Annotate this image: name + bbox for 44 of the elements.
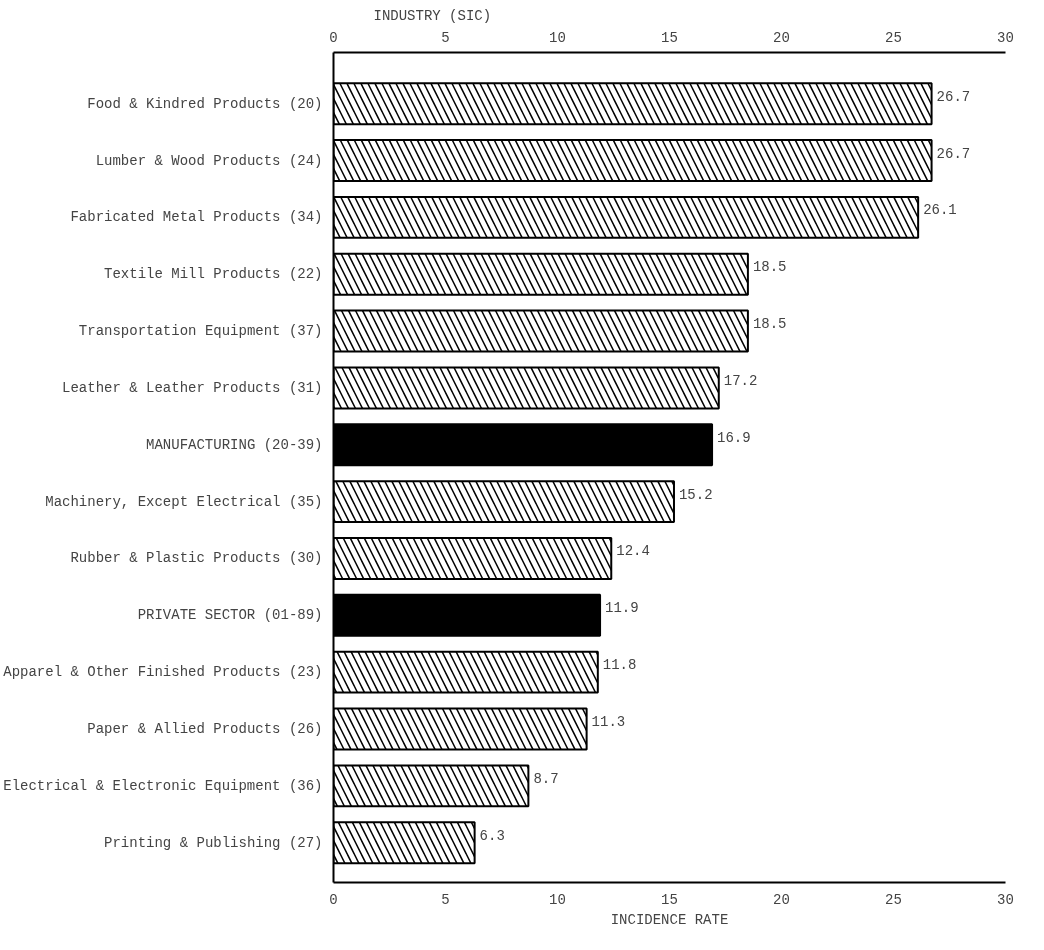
y-tick-label: Electrical & Electronic Equipment (36)	[3, 777, 323, 794]
data-label: 15.2	[678, 486, 713, 503]
y-tick-label: PRIVATE SECTOR (01-89)	[137, 607, 323, 624]
x2-tick-label: 15	[661, 29, 678, 46]
x-tick-label: 0	[329, 891, 338, 908]
x2-tick-label: 30	[997, 29, 1014, 46]
y-tick-label: Transportation Equipment (37)	[78, 323, 323, 340]
data-label: 11.3	[591, 714, 626, 731]
y-axis-title: INDUSTRY (SIC)	[373, 7, 492, 24]
data-label: 18.5	[752, 259, 787, 276]
data-label: 26.1	[923, 202, 957, 219]
data-label: 16.9	[717, 429, 751, 446]
data-label: 12.4	[616, 543, 650, 560]
y-tick-label: Leather & Leather Products (31)	[62, 379, 323, 396]
y-tick-label: Apparel & Other Finished Products (23)	[3, 664, 323, 681]
x-tick-label: 10	[549, 891, 566, 908]
data-label: 26.7	[936, 88, 971, 105]
y-tick-label: Machinery, Except Electrical (35)	[45, 493, 323, 510]
x-axis-title: INCIDENCE RATE	[610, 911, 729, 928]
x-tick-label: 15	[661, 891, 678, 908]
x2-tick-label: 5	[441, 29, 450, 46]
y-tick-label: Textile Mill Products (22)	[104, 266, 323, 283]
data-label: 11.9	[605, 600, 639, 617]
x2-tick-label: 10	[549, 29, 566, 46]
x2-tick-label: 25	[885, 29, 902, 46]
data-label: 11.8	[602, 657, 637, 674]
x-tick-label: 20	[773, 891, 790, 908]
y-tick-label: Printing & Publishing (27)	[104, 834, 323, 851]
y-tick-label: Paper & Allied Products (26)	[87, 721, 323, 738]
y-tick-label: Fabricated Metal Products (34)	[70, 209, 323, 226]
x-tick-label: 30	[997, 891, 1014, 908]
y-tick-label: MANUFACTURING (20-39)	[146, 436, 323, 453]
x2-tick-label: 20	[773, 29, 790, 46]
x-tick-label: 5	[441, 891, 450, 908]
data-label: 18.5	[752, 316, 787, 333]
y-tick-label: Lumber & Wood Products (24)	[95, 152, 323, 169]
y-tick-label: Food & Kindred Products (20)	[87, 95, 323, 112]
y-tick-label: Rubber & Plastic Products (30)	[70, 550, 323, 567]
x2-tick-label: 0	[329, 29, 338, 46]
data-label: 6.3	[479, 827, 505, 844]
data-label: 8.7	[533, 770, 559, 787]
data-label: 26.7	[936, 145, 971, 162]
data-label: 17.2	[723, 372, 758, 389]
x-tick-label: 25	[885, 891, 902, 908]
